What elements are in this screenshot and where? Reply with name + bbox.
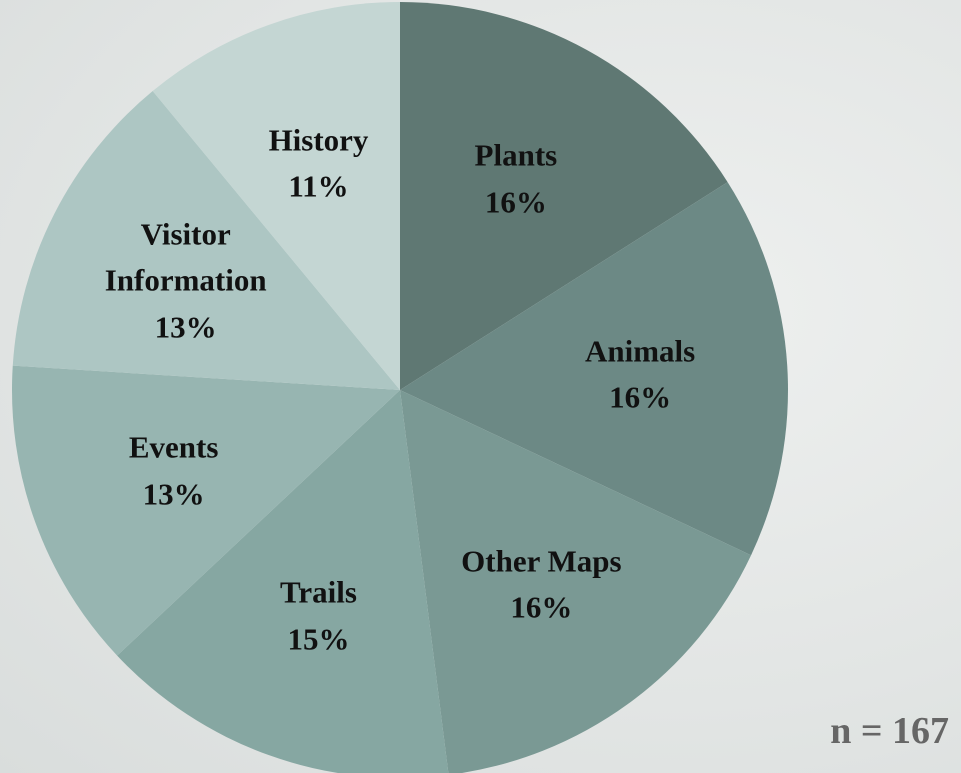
slice-label: Trails 15% xyxy=(209,570,429,663)
slice-label: Animals 16% xyxy=(530,328,750,421)
pie-slice xyxy=(400,182,788,556)
pie-slice xyxy=(400,390,752,773)
category-label: Visitor Information xyxy=(104,216,267,298)
value-label: 16% xyxy=(510,589,573,625)
pie-slice xyxy=(12,365,401,656)
value-label: 13% xyxy=(154,309,217,345)
slice-label: Events 13% xyxy=(64,425,284,518)
slice-label: History 11% xyxy=(209,117,429,210)
category-label: Trails xyxy=(280,574,357,610)
pie-slice xyxy=(400,2,728,390)
category-label: History xyxy=(268,122,369,158)
pie-slice xyxy=(12,91,401,390)
category-label: Animals xyxy=(584,333,696,369)
slice-label: Plants 16% xyxy=(406,133,626,226)
category-label: Other Maps xyxy=(461,543,622,579)
value-label: 11% xyxy=(288,168,349,204)
value-label: 15% xyxy=(287,621,350,657)
value-label: 13% xyxy=(142,476,205,512)
sample-size: n = 167 xyxy=(830,710,949,752)
pie-slice xyxy=(152,2,400,390)
value-label: 16% xyxy=(484,184,547,220)
pie-slice xyxy=(117,390,449,773)
category-label: Plants xyxy=(474,137,558,173)
slice-label: Other Maps 16% xyxy=(431,538,651,631)
value-label: 16% xyxy=(609,379,672,415)
category-label: Events xyxy=(128,429,219,465)
slice-label: Visitor Information 13% xyxy=(76,211,296,351)
